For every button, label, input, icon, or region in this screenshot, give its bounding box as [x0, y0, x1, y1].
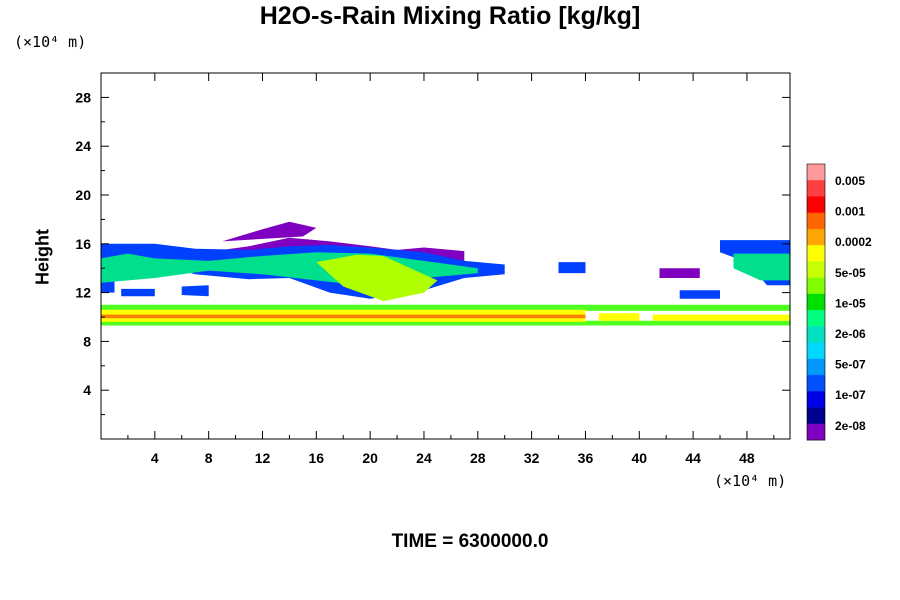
colorbar-swatch — [807, 277, 825, 295]
colorbar: 0.005 0.001 0.0002 5e-05 1e-05 2e-06 5e-07 1e-0… — [806, 163, 872, 441]
x-tick-label: 44 — [685, 450, 701, 466]
plot-frame — [100, 72, 791, 440]
colorbar-label: 0.001 — [835, 205, 865, 219]
colorbar-frame — [806, 163, 826, 441]
y-axis-unit-label: (×10⁴ m) — [14, 33, 87, 51]
colorbar-swatch — [807, 358, 825, 376]
y-tick-label: 4 — [83, 382, 91, 398]
colorbar-swatch — [807, 423, 825, 441]
x-tick-label: 4 — [151, 450, 159, 466]
region-1e-07-6 — [181, 285, 209, 297]
colorbar-label: 5e-07 — [835, 358, 866, 372]
colorbar-label: 0.005 — [835, 174, 865, 188]
colorbar-swatch — [807, 228, 825, 246]
y-tick-label: 20 — [75, 187, 91, 203]
colorbar-swatch — [807, 180, 825, 197]
region-5e-05-0 — [316, 254, 438, 302]
y-tick-label: 12 — [75, 285, 91, 301]
colorbar-label: 1e-05 — [835, 296, 866, 310]
region-1e-07-3 — [101, 280, 115, 293]
colorbar-label: 2e-06 — [835, 327, 866, 341]
colorbar-swatch — [807, 245, 825, 262]
region-0.0002-1 — [598, 313, 640, 321]
colorbar-label: 5e-05 — [835, 266, 866, 280]
x-tick-label: 16 — [309, 450, 325, 466]
colorbar-swatch — [807, 164, 825, 181]
x-tick-label: 24 — [416, 450, 432, 466]
region-0.001-0 — [101, 314, 586, 319]
x-tick-label: 28 — [470, 450, 486, 466]
x-tick-label: 12 — [255, 450, 271, 466]
chart-title: H2O-s-Rain Mixing Ratio [kg/kg] — [259, 2, 641, 30]
region-1e-05-1 — [101, 320, 790, 326]
region-2e-08-2 — [659, 268, 700, 278]
colorbar-label: 2e-08 — [835, 419, 866, 433]
region-2e-08-1 — [222, 221, 317, 242]
x-tick-label: 32 — [524, 450, 540, 466]
y-tick-label: 8 — [83, 333, 91, 349]
x-tick-label: 20 — [362, 450, 378, 466]
x-tick-label: 36 — [578, 450, 594, 466]
colorbar-swatch — [807, 310, 825, 327]
region-1e-07-4 — [679, 290, 720, 299]
region-1e-07-2 — [558, 262, 586, 274]
region-1e-05-0 — [101, 304, 790, 311]
region-0.0002-2 — [652, 314, 790, 321]
colorbar-swatch — [807, 342, 825, 360]
colorbar-swatch — [807, 196, 825, 214]
x-axis-unit-label: (×10⁴ m) — [714, 472, 787, 490]
x-tick-label: 48 — [739, 450, 755, 466]
y-tick-label: 16 — [75, 236, 91, 252]
x-tick-label: 8 — [205, 450, 213, 466]
colorbar-swatch — [807, 261, 825, 279]
region-2e-06-1 — [733, 253, 790, 281]
colorbar-swatch — [807, 391, 825, 408]
colorbar-swatch — [807, 326, 825, 343]
region-1e-07-5 — [121, 288, 155, 297]
colorbar-swatch — [807, 375, 825, 392]
y-tick-label: 28 — [75, 89, 91, 105]
colorbar-label: 0.0002 — [835, 235, 872, 249]
colorbar-swatch — [807, 212, 825, 230]
plot-fill-layers — [101, 221, 790, 326]
time-label: TIME = 6300000.0 — [391, 531, 549, 552]
colorbar-swatch — [807, 293, 825, 311]
colorbar-label: 1e-07 — [835, 388, 866, 402]
y-tick-label: 24 — [75, 138, 91, 154]
colorbar-swatch — [807, 407, 825, 425]
x-tick-label: 40 — [631, 450, 647, 466]
